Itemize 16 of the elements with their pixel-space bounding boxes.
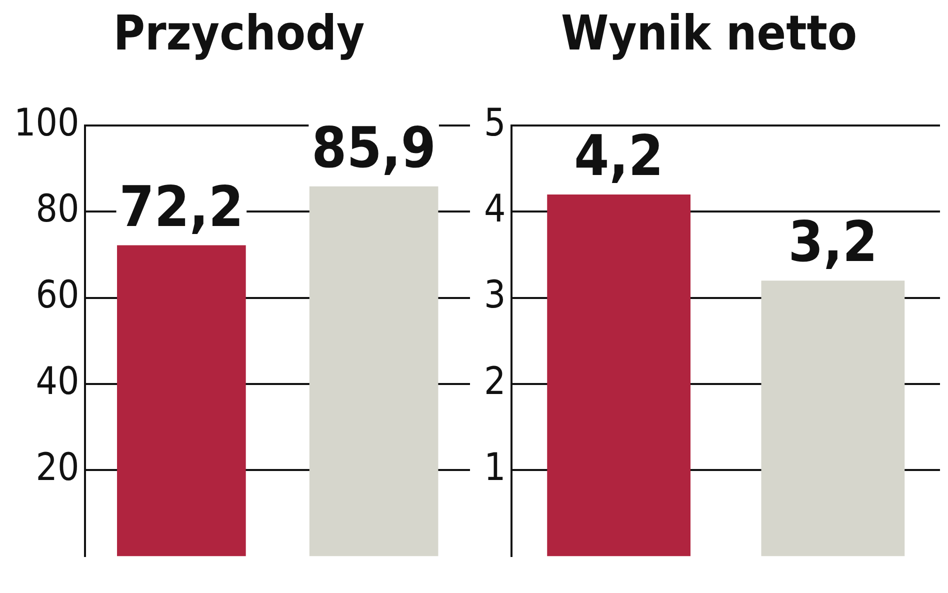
data-label: 85,9 <box>312 116 436 181</box>
y-tick-label: 2 <box>484 358 506 403</box>
y-tick-label: 3 <box>484 272 506 317</box>
data-label: 72,2 <box>119 174 244 240</box>
y-tick-label: 4 <box>484 186 506 231</box>
data-label: 3,2 <box>788 210 878 276</box>
chart-title: Przychody <box>113 5 365 62</box>
data-label: 4,2 <box>574 124 664 190</box>
y-tick-label: 40 <box>36 358 80 403</box>
y-tick-label: 60 <box>36 272 80 317</box>
y-tick-label: 100 <box>14 100 80 144</box>
y-tick-label: 1 <box>484 444 506 489</box>
y-tick-label: 20 <box>36 444 80 489</box>
y-tick-label: 5 <box>484 100 506 144</box>
y-tick-label: 80 <box>36 186 80 231</box>
chart-title: Wynik netto <box>560 5 858 62</box>
